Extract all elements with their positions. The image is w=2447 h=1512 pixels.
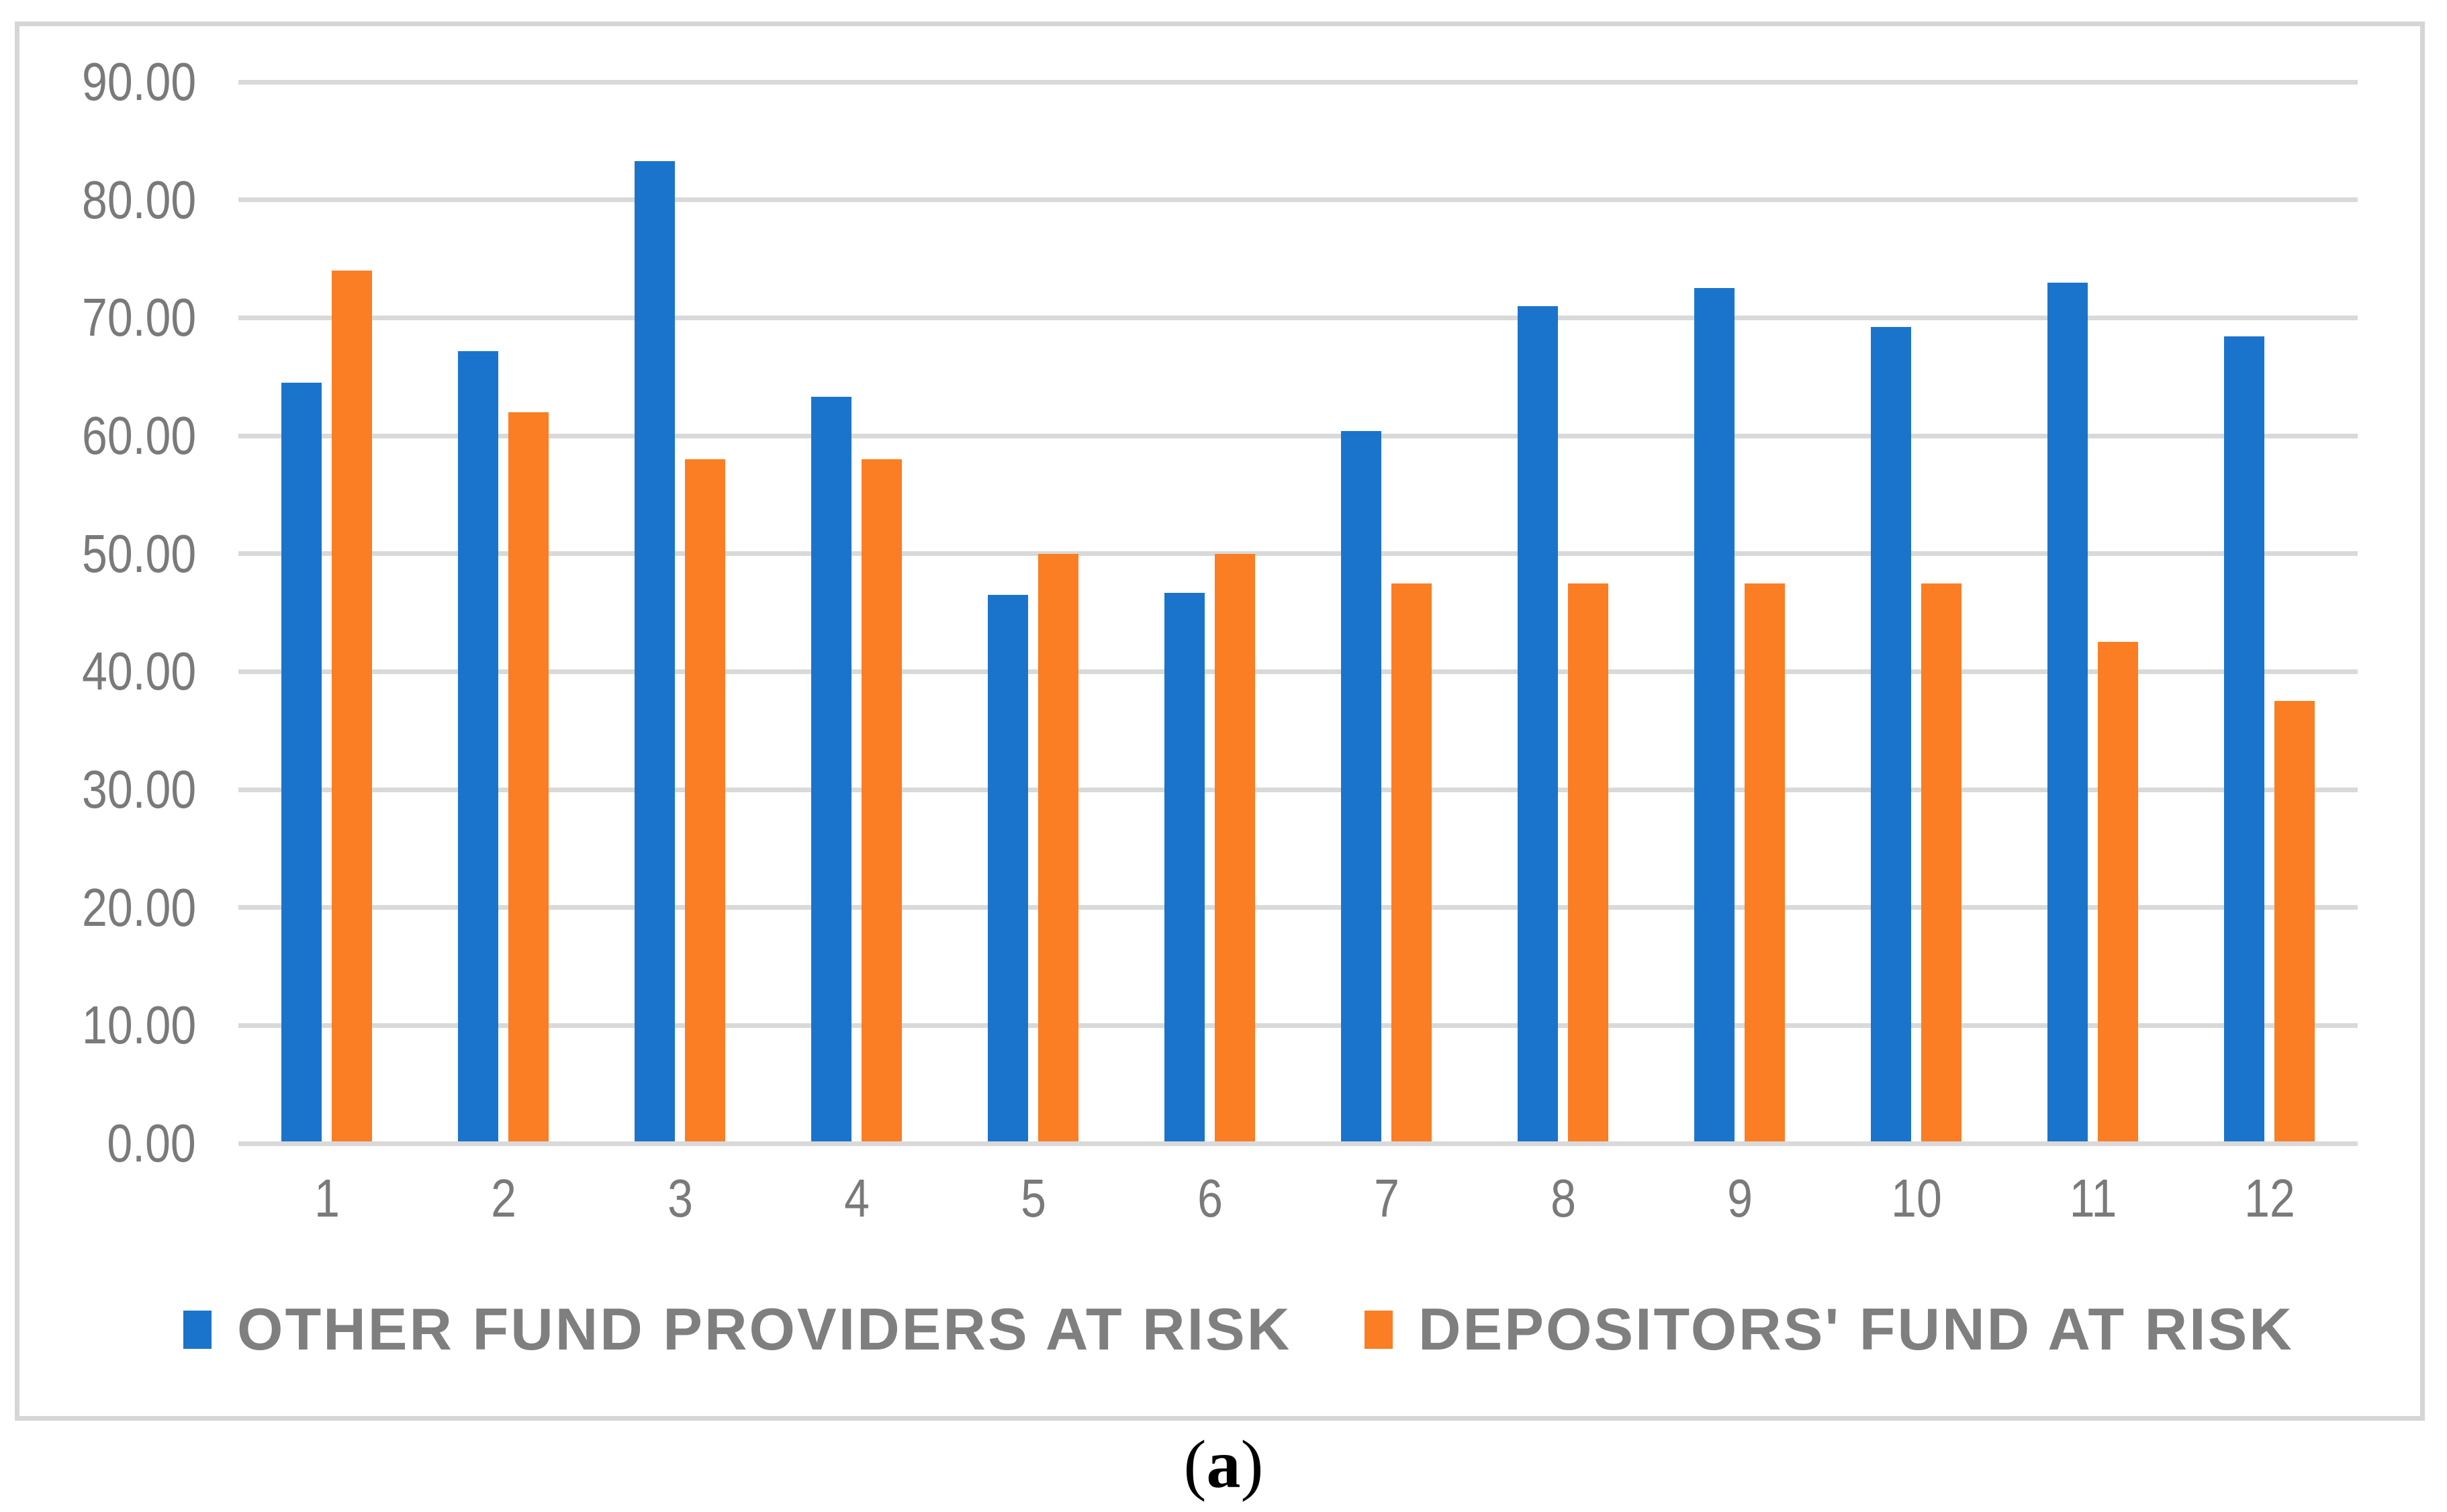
bar-other-fund-providers-cat4 — [811, 397, 851, 1143]
bar-depositors-fund-cat12 — [2274, 701, 2315, 1143]
bar-other-fund-providers-cat7 — [1341, 431, 1381, 1143]
bar-depositors-fund-cat6 — [1215, 554, 1255, 1143]
x-tick-label: 7 — [1374, 1168, 1399, 1228]
x-tick-label: 9 — [1727, 1168, 1753, 1228]
y-tick-label: 40.00 — [81, 641, 196, 701]
figure-caption: (a) — [0, 1430, 2447, 1500]
caption-paren-close: ) — [1240, 1427, 1264, 1503]
y-tick-label: 70.00 — [81, 287, 196, 347]
bar-depositors-fund-cat8 — [1568, 583, 1608, 1143]
y-gridline — [238, 316, 2358, 320]
x-tick-label: 2 — [491, 1168, 516, 1228]
x-tick-label: 11 — [2069, 1168, 2117, 1228]
legend-swatch-depositors-fund — [1365, 1310, 1393, 1349]
bar-depositors-fund-cat10 — [1921, 583, 1961, 1143]
x-tick-label: 8 — [1551, 1168, 1576, 1228]
bar-depositors-fund-cat3 — [685, 459, 725, 1143]
caption-letter: a — [1206, 1427, 1241, 1503]
bar-other-fund-providers-cat12 — [2224, 336, 2264, 1143]
bar-other-fund-providers-cat3 — [635, 161, 675, 1143]
legend-label-other-fund-providers: OTHER FUND PROVIDERS AT RISK — [237, 1296, 1292, 1362]
caption-paren-open: ( — [1183, 1427, 1207, 1503]
bar-other-fund-providers-cat2 — [458, 351, 498, 1143]
legend-label-depositors-fund: DEPOSITORS' FUND AT RISK — [1418, 1296, 2294, 1362]
x-tick-label: 5 — [1021, 1168, 1046, 1228]
x-tick-label: 3 — [667, 1168, 693, 1228]
y-tick-label: 10.00 — [81, 995, 196, 1055]
x-tick-label: 6 — [1197, 1168, 1223, 1228]
bar-depositors-fund-cat2 — [508, 412, 549, 1143]
bar-other-fund-providers-cat9 — [1694, 288, 1735, 1143]
bar-other-fund-providers-cat5 — [988, 595, 1028, 1143]
y-tick-label: 80.00 — [81, 170, 196, 230]
y-tick-label: 30.00 — [81, 759, 196, 819]
y-tick-label: 50.00 — [81, 524, 196, 583]
y-gridline — [238, 197, 2358, 202]
bar-other-fund-providers-cat1 — [281, 383, 322, 1143]
y-gridline — [238, 788, 2358, 792]
x-tick-label: 4 — [844, 1168, 870, 1228]
x-tick-label: 1 — [314, 1168, 340, 1228]
bar-depositors-fund-cat7 — [1391, 583, 1432, 1143]
y-tick-label: 60.00 — [81, 406, 196, 465]
y-gridline — [238, 551, 2358, 556]
bar-depositors-fund-cat11 — [2098, 642, 2138, 1143]
y-gridline — [238, 434, 2358, 438]
y-gridline — [238, 905, 2358, 910]
y-gridline — [238, 669, 2358, 674]
bar-depositors-fund-cat9 — [1745, 583, 1785, 1143]
y-gridline — [238, 80, 2358, 85]
bar-other-fund-providers-cat6 — [1164, 593, 1205, 1143]
x-tick-label: 12 — [2244, 1168, 2295, 1228]
x-axis-line — [238, 1141, 2358, 1146]
y-tick-label: 90.00 — [81, 52, 196, 111]
legend-item-other-fund-providers: OTHER FUND PROVIDERS AT RISK — [183, 1300, 1291, 1359]
legend-item-depositors-fund: DEPOSITORS' FUND AT RISK — [1365, 1300, 2294, 1359]
x-tick-label: 10 — [1891, 1168, 1942, 1228]
bar-depositors-fund-cat4 — [862, 459, 902, 1143]
bar-other-fund-providers-cat11 — [2047, 283, 2088, 1143]
y-tick-label: 0.00 — [107, 1113, 196, 1173]
bar-depositors-fund-cat1 — [332, 271, 372, 1143]
y-tick-label: 20.00 — [81, 878, 196, 937]
legend-swatch-other-fund-providers — [183, 1310, 212, 1349]
bar-other-fund-providers-cat10 — [1871, 327, 1911, 1143]
bar-depositors-fund-cat5 — [1038, 554, 1078, 1143]
bar-other-fund-providers-cat8 — [1518, 306, 1558, 1143]
y-gridline — [238, 1023, 2358, 1028]
